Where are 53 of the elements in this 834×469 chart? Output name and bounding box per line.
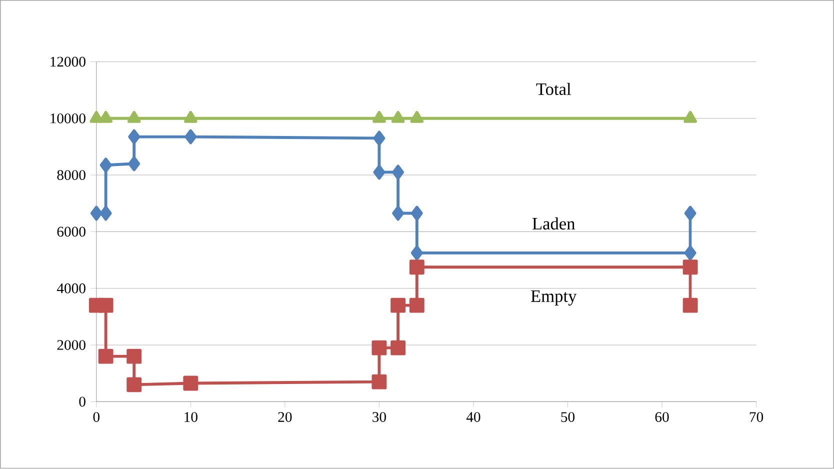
point: [128, 129, 140, 144]
x-tick-label: 60: [655, 412, 669, 422]
series-label: Laden: [532, 218, 575, 230]
x-tick-label: 10: [184, 412, 198, 422]
point: [410, 246, 423, 261]
point: [128, 156, 140, 172]
point: [184, 129, 197, 144]
series-label: Empty: [530, 290, 577, 306]
series-label: Total: [536, 82, 571, 96]
point: [372, 340, 387, 356]
y-tick-label: 0: [79, 396, 86, 407]
y-tick-label: 12000: [50, 56, 86, 67]
point: [684, 111, 697, 123]
point: [127, 111, 141, 123]
x-tick-label: 70: [750, 412, 764, 422]
point: [126, 349, 142, 364]
y-tick-label: 2000: [57, 340, 86, 350]
point: [373, 164, 386, 180]
point: [99, 111, 112, 123]
point: [409, 298, 424, 313]
point: [183, 376, 198, 391]
y-tick-label: 4000: [56, 284, 86, 294]
x-tick-label: 20: [278, 412, 292, 422]
point: [184, 111, 198, 123]
point: [410, 206, 423, 221]
point: [90, 206, 102, 221]
y-tick-label: 8000: [57, 170, 86, 180]
point: [391, 111, 405, 123]
x-tick-label: 30: [372, 412, 386, 422]
point: [100, 206, 112, 221]
point: [373, 130, 386, 146]
point: [100, 158, 112, 173]
point: [684, 246, 696, 261]
point: [372, 374, 387, 390]
point: [409, 260, 424, 275]
y-tick-label: 10000: [50, 114, 86, 124]
y-tick-label: 6000: [57, 226, 86, 237]
point: [684, 206, 696, 221]
point: [682, 298, 698, 313]
x-tick-label: 50: [561, 412, 575, 422]
point: [392, 164, 404, 180]
point: [90, 111, 104, 123]
x-tick-label: 0: [93, 412, 100, 422]
point: [372, 111, 386, 123]
x-tick-label: 40: [466, 412, 480, 422]
point: [126, 377, 142, 392]
point: [390, 340, 406, 356]
point: [682, 260, 698, 275]
point: [390, 298, 406, 313]
point: [410, 111, 424, 123]
point: [98, 349, 114, 364]
point: [98, 298, 114, 313]
point: [392, 206, 404, 221]
